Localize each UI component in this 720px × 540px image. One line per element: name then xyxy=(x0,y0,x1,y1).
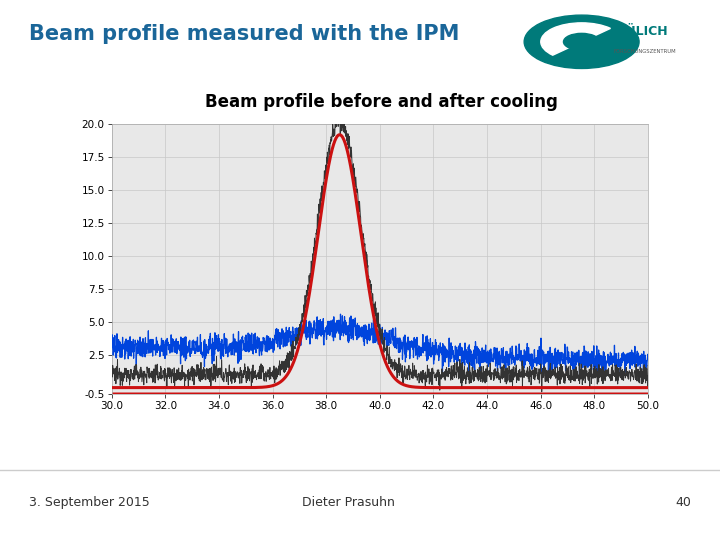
Text: 40: 40 xyxy=(675,496,691,509)
Text: 3. September 2015: 3. September 2015 xyxy=(29,496,150,509)
Text: Beam profile before and after cooling: Beam profile before and after cooling xyxy=(205,93,558,111)
Circle shape xyxy=(564,33,600,50)
Text: FORSCHUNGSZENTRUM: FORSCHUNGSZENTRUM xyxy=(614,49,676,54)
Text: Dieter Prasuhn: Dieter Prasuhn xyxy=(302,496,395,509)
Text: Beam profile measured with the IPM: Beam profile measured with the IPM xyxy=(29,24,459,44)
Circle shape xyxy=(524,15,639,69)
Wedge shape xyxy=(541,23,611,55)
Text: JÜLICH: JÜLICH xyxy=(622,23,668,38)
